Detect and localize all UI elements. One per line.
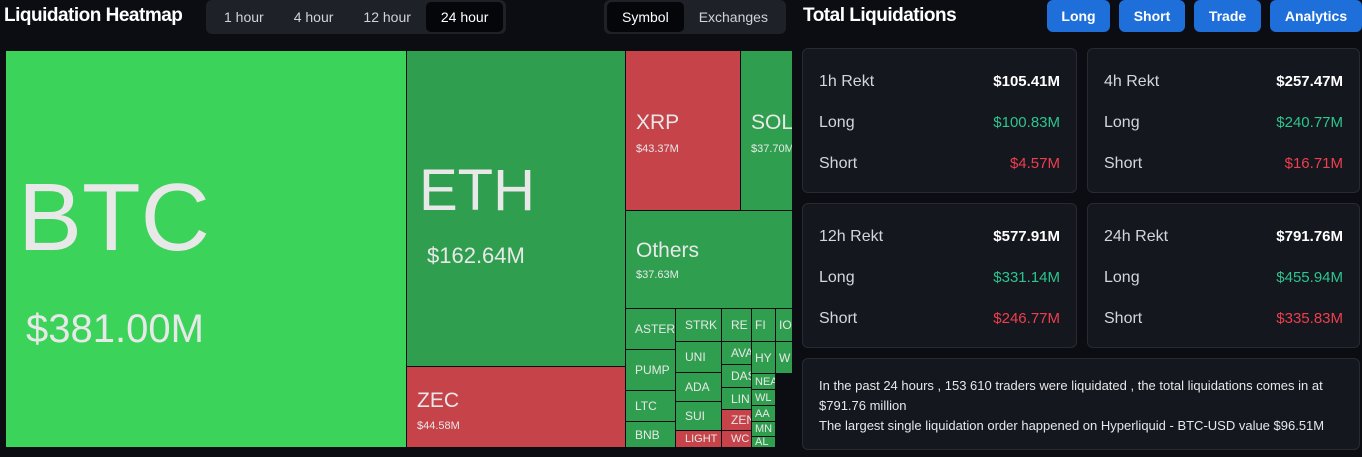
heatmap: BTC $381.00M ETH $162.64M ZEC $44.58M XR… <box>5 50 793 448</box>
tile-symbol: Others <box>636 239 700 262</box>
largest-order-text: The largest single liquidation order hap… <box>819 418 1325 433</box>
summary-panel: In the past 24 hours , 153 610 traders w… <box>802 358 1360 450</box>
tile-small[interactable]: SUI <box>675 401 722 431</box>
view-tabs: Symbol Exchanges <box>604 0 786 34</box>
card-total: $791.76M <box>1276 228 1343 245</box>
short-value: $16.71M <box>1284 155 1343 172</box>
tile-small[interactable]: IO <box>775 308 793 342</box>
tile-small[interactable]: W <box>775 341 793 374</box>
long-label: Long <box>1104 268 1140 286</box>
tile-symbol: BTC <box>18 164 210 271</box>
long-value: $100.83M <box>993 114 1060 131</box>
tile-small[interactable]: AVA <box>721 341 752 365</box>
tile-small[interactable]: ADA <box>675 372 722 402</box>
time-range-tabs: 1 hour 4 hour 12 hour 24 hour <box>206 0 507 34</box>
rekt-card: 12h Rekt $577.91M Long $331.14M Short $246.… <box>802 203 1077 348</box>
tile-small[interactable]: WL <box>751 389 776 406</box>
long-value: $455.94M <box>1276 269 1343 286</box>
tile-small[interactable]: AL <box>751 436 776 448</box>
tile-small[interactable]: WC <box>721 430 752 448</box>
short-button[interactable]: Short <box>1119 0 1185 32</box>
analytics-button[interactable]: Analytics <box>1270 0 1362 32</box>
card-label: 24h Rekt <box>1104 227 1169 245</box>
short-label: Short <box>1104 309 1143 327</box>
tab-1-hour[interactable]: 1 hour <box>224 9 264 25</box>
tile-eth[interactable]: ETH $162.64M <box>406 50 626 367</box>
tile-value: $37.63M <box>636 269 679 281</box>
tile-value: $44.58M <box>417 420 460 432</box>
tile-symbol: ZEC <box>417 389 459 412</box>
tile-small[interactable]: STRK <box>675 308 722 342</box>
tile-small[interactable]: ZEN <box>721 409 752 431</box>
short-value: $335.83M <box>1276 310 1343 327</box>
tab-24-hour[interactable]: 24 hour <box>425 2 504 32</box>
tile-small[interactable]: AA <box>751 405 776 422</box>
tile-small[interactable]: HY <box>751 341 776 374</box>
tile-value: $37.70M <box>751 143 793 155</box>
card-label: 1h Rekt <box>819 72 875 90</box>
short-label: Short <box>819 154 858 172</box>
tile-small[interactable]: UNI <box>675 341 722 373</box>
short-value: $4.57M <box>1009 155 1060 172</box>
tile-sol[interactable]: SOL $37.70M <box>740 50 793 211</box>
tile-small[interactable]: PUMP <box>625 349 676 391</box>
long-value: $240.77M <box>1276 114 1343 131</box>
card-total: $105.41M <box>993 73 1060 90</box>
tab-exchanges[interactable]: Exchanges <box>698 9 768 25</box>
card-total: $257.47M <box>1276 73 1343 90</box>
tile-small[interactable]: DAS <box>721 364 752 388</box>
tab-4-hour[interactable]: 4 hour <box>293 9 334 25</box>
tile-small[interactable]: NEA <box>751 373 776 390</box>
tile-small[interactable]: ASTER <box>625 308 676 350</box>
tile-btc[interactable]: BTC $381.00M <box>5 50 407 448</box>
tile-small[interactable]: LIGHT <box>675 430 722 448</box>
tile-small[interactable]: RE <box>721 308 752 342</box>
tile-small[interactable]: LIN <box>721 387 752 410</box>
rekt-card: 4h Rekt $257.47M Long $240.77M Short $16.71… <box>1087 48 1360 193</box>
tile-small[interactable]: FI <box>751 308 776 342</box>
long-label: Long <box>819 113 855 131</box>
tile-small[interactable]: LTC <box>625 390 676 422</box>
tab-12-hour[interactable]: 12 hour <box>363 9 411 25</box>
card-label: 12h Rekt <box>819 227 884 245</box>
short-label: Short <box>1104 154 1143 172</box>
trade-button[interactable]: Trade <box>1194 0 1261 32</box>
tile-symbol: XRP <box>636 111 680 134</box>
long-value: $331.14M <box>993 269 1060 286</box>
long-label: Long <box>1104 113 1140 131</box>
summary-text: In the past 24 hours , 153 610 traders w… <box>819 378 1323 413</box>
tile-symbol: ETH <box>419 158 535 223</box>
long-button[interactable]: Long <box>1047 0 1110 32</box>
short-value: $246.77M <box>993 310 1060 327</box>
tile-xrp[interactable]: XRP $43.37M <box>625 50 741 211</box>
page-title: Liquidation Heatmap <box>4 5 183 26</box>
rekt-card: 1h Rekt $105.41M Long $100.83M Short $4.57M <box>802 48 1077 193</box>
tile-symbol: SOL <box>751 111 793 134</box>
tab-symbol[interactable]: Symbol <box>607 2 684 32</box>
tile-value: $162.64M <box>427 243 525 268</box>
tile-small[interactable]: MN <box>751 421 776 437</box>
rekt-card: 24h Rekt $791.76M Long $455.94M Short $335.… <box>1087 203 1360 348</box>
card-total: $577.91M <box>993 228 1060 245</box>
card-label: 4h Rekt <box>1104 72 1160 90</box>
totals-title: Total Liquidations <box>803 5 957 26</box>
tile-value: $381.00M <box>26 307 204 351</box>
tile-zec[interactable]: ZEC $44.58M <box>406 366 626 448</box>
tile-value: $43.37M <box>636 143 679 155</box>
short-label: Short <box>819 309 858 327</box>
tile-small[interactable]: BNB <box>625 421 676 448</box>
tile-others[interactable]: Others $37.63M <box>625 210 793 309</box>
long-label: Long <box>819 268 855 286</box>
